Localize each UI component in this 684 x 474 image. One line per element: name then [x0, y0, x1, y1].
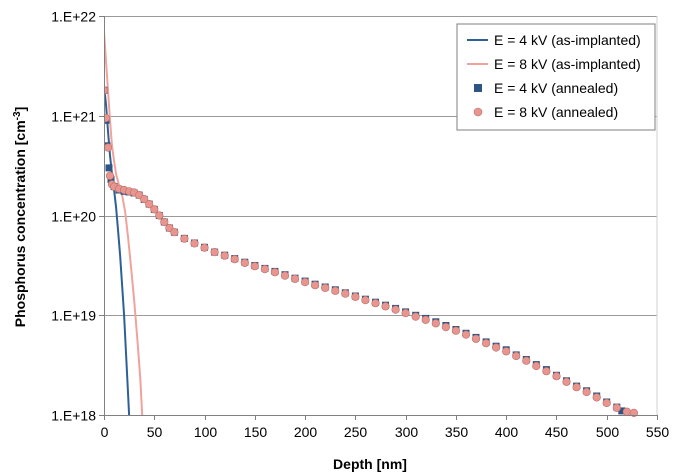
legend-label: E = 8 kV (annealed) — [494, 104, 618, 120]
data-point-circle — [210, 248, 219, 257]
data-point-circle — [401, 309, 410, 318]
data-point-circle — [522, 356, 531, 365]
data-point-circle — [451, 326, 461, 335]
y-tick-label: 1.E+22 — [51, 9, 96, 25]
x-tick-label: 100 — [194, 424, 218, 440]
data-point-circle — [592, 393, 601, 402]
legend-label: E = 4 kV (as-implanted) — [494, 32, 641, 48]
data-point-circle — [512, 351, 521, 361]
legend: E = 4 kV (as-implanted) E = 8 kV (as-impl… — [456, 23, 656, 131]
y-axis-title: Phosphorus concentration [cm-3] — [12, 107, 29, 328]
data-point-square — [618, 407, 626, 415]
data-point-circle — [180, 234, 189, 243]
x-tick-label: 350 — [445, 424, 469, 440]
data-point-circle — [220, 251, 229, 260]
data-point-circle — [331, 286, 340, 295]
series-1 — [104, 85, 131, 416]
data-point-circle — [270, 268, 280, 277]
series-layer — [104, 31, 639, 418]
y-axis-title-suffix: ] — [12, 107, 28, 112]
data-point-circle — [502, 347, 511, 356]
legend-label: E = 4 kV (annealed) — [494, 80, 618, 96]
data-point-circle — [321, 283, 330, 293]
series-4 — [104, 86, 639, 418]
series-line — [104, 31, 144, 416]
y-axis-title-prefix: Phosphorus concentration [cm — [12, 120, 28, 327]
data-point-circle — [105, 171, 115, 180]
y-tick-label: 1.E+20 — [51, 209, 96, 225]
data-point-circle — [290, 274, 300, 283]
data-point-circle — [411, 312, 420, 321]
data-point-circle — [190, 239, 199, 248]
x-tick-label: 500 — [596, 424, 620, 440]
legend-box — [456, 23, 656, 131]
x-tick-label: 50 — [147, 424, 163, 440]
data-point-circle — [250, 262, 259, 271]
data-point-circle — [104, 113, 111, 123]
y-tick-label: 1.E+19 — [51, 308, 96, 324]
data-point-circle — [240, 258, 249, 268]
data-point-circle — [230, 255, 239, 264]
y-tick-label: 1.E+18 — [51, 408, 96, 424]
data-point-circle — [461, 330, 471, 339]
series-3 — [104, 86, 626, 415]
data-point-circle — [260, 265, 270, 274]
legend-swatch-circle — [473, 107, 483, 117]
data-point-circle — [301, 278, 310, 287]
x-tick-label: 300 — [395, 424, 419, 440]
data-point-circle — [351, 292, 360, 301]
tick-labels: 1.E+18 1.E+19 1.E+20 1.E+21 1.E+22 0 50 100 150 2… — [51, 9, 669, 441]
x-tick-label: 200 — [294, 424, 318, 440]
data-point-circle — [170, 228, 179, 237]
y-tick-label: 1.E+21 — [51, 109, 96, 125]
data-point-square — [105, 164, 113, 172]
data-point-circle — [145, 200, 154, 209]
data-point-circle — [371, 299, 380, 308]
data-point-circle — [602, 398, 611, 408]
data-point-circle — [381, 302, 390, 311]
data-point-circle — [431, 319, 440, 328]
data-point-circle — [552, 372, 561, 381]
data-point-circle — [542, 367, 551, 376]
x-axis-title: Depth [nm] — [333, 456, 407, 472]
data-point-circle — [572, 383, 581, 392]
legend-label: E = 8 kV (as-implanted) — [494, 56, 641, 72]
series-line — [104, 85, 131, 416]
data-point-circle — [200, 243, 209, 252]
data-point-circle — [482, 339, 491, 348]
axes — [99, 16, 658, 420]
data-point-circle — [622, 407, 631, 416]
y-axis-title-sup: -3 — [12, 111, 23, 120]
x-tick-label: 150 — [244, 424, 268, 440]
gridlines — [104, 16, 657, 316]
data-point-circle — [629, 408, 639, 418]
data-point-circle — [612, 403, 621, 412]
x-tick-label: 450 — [545, 424, 569, 440]
data-point-circle — [441, 323, 451, 332]
series-2 — [104, 31, 144, 416]
data-point-circle — [104, 143, 113, 152]
data-point-circle — [150, 205, 159, 214]
data-point-circle — [160, 217, 169, 227]
x-tick-label: 550 — [646, 424, 670, 440]
data-point-circle — [532, 361, 541, 371]
data-point-circle — [492, 343, 501, 352]
data-point-circle — [341, 289, 350, 298]
data-point-circle — [391, 305, 400, 314]
data-point-circle — [562, 377, 571, 386]
data-point-circle — [280, 271, 290, 280]
data-point-circle — [421, 315, 430, 324]
data-point-circle — [155, 211, 164, 220]
data-point-circle — [361, 296, 370, 305]
x-tick-label: 250 — [344, 424, 368, 440]
data-point-circle — [471, 334, 481, 343]
x-tick-label: 400 — [495, 424, 519, 440]
data-point-circle — [582, 387, 591, 397]
data-point-circle — [311, 281, 320, 290]
data-point-circle — [140, 195, 149, 204]
legend-swatch-square — [474, 84, 482, 92]
x-tick-label: 0 — [101, 424, 109, 440]
